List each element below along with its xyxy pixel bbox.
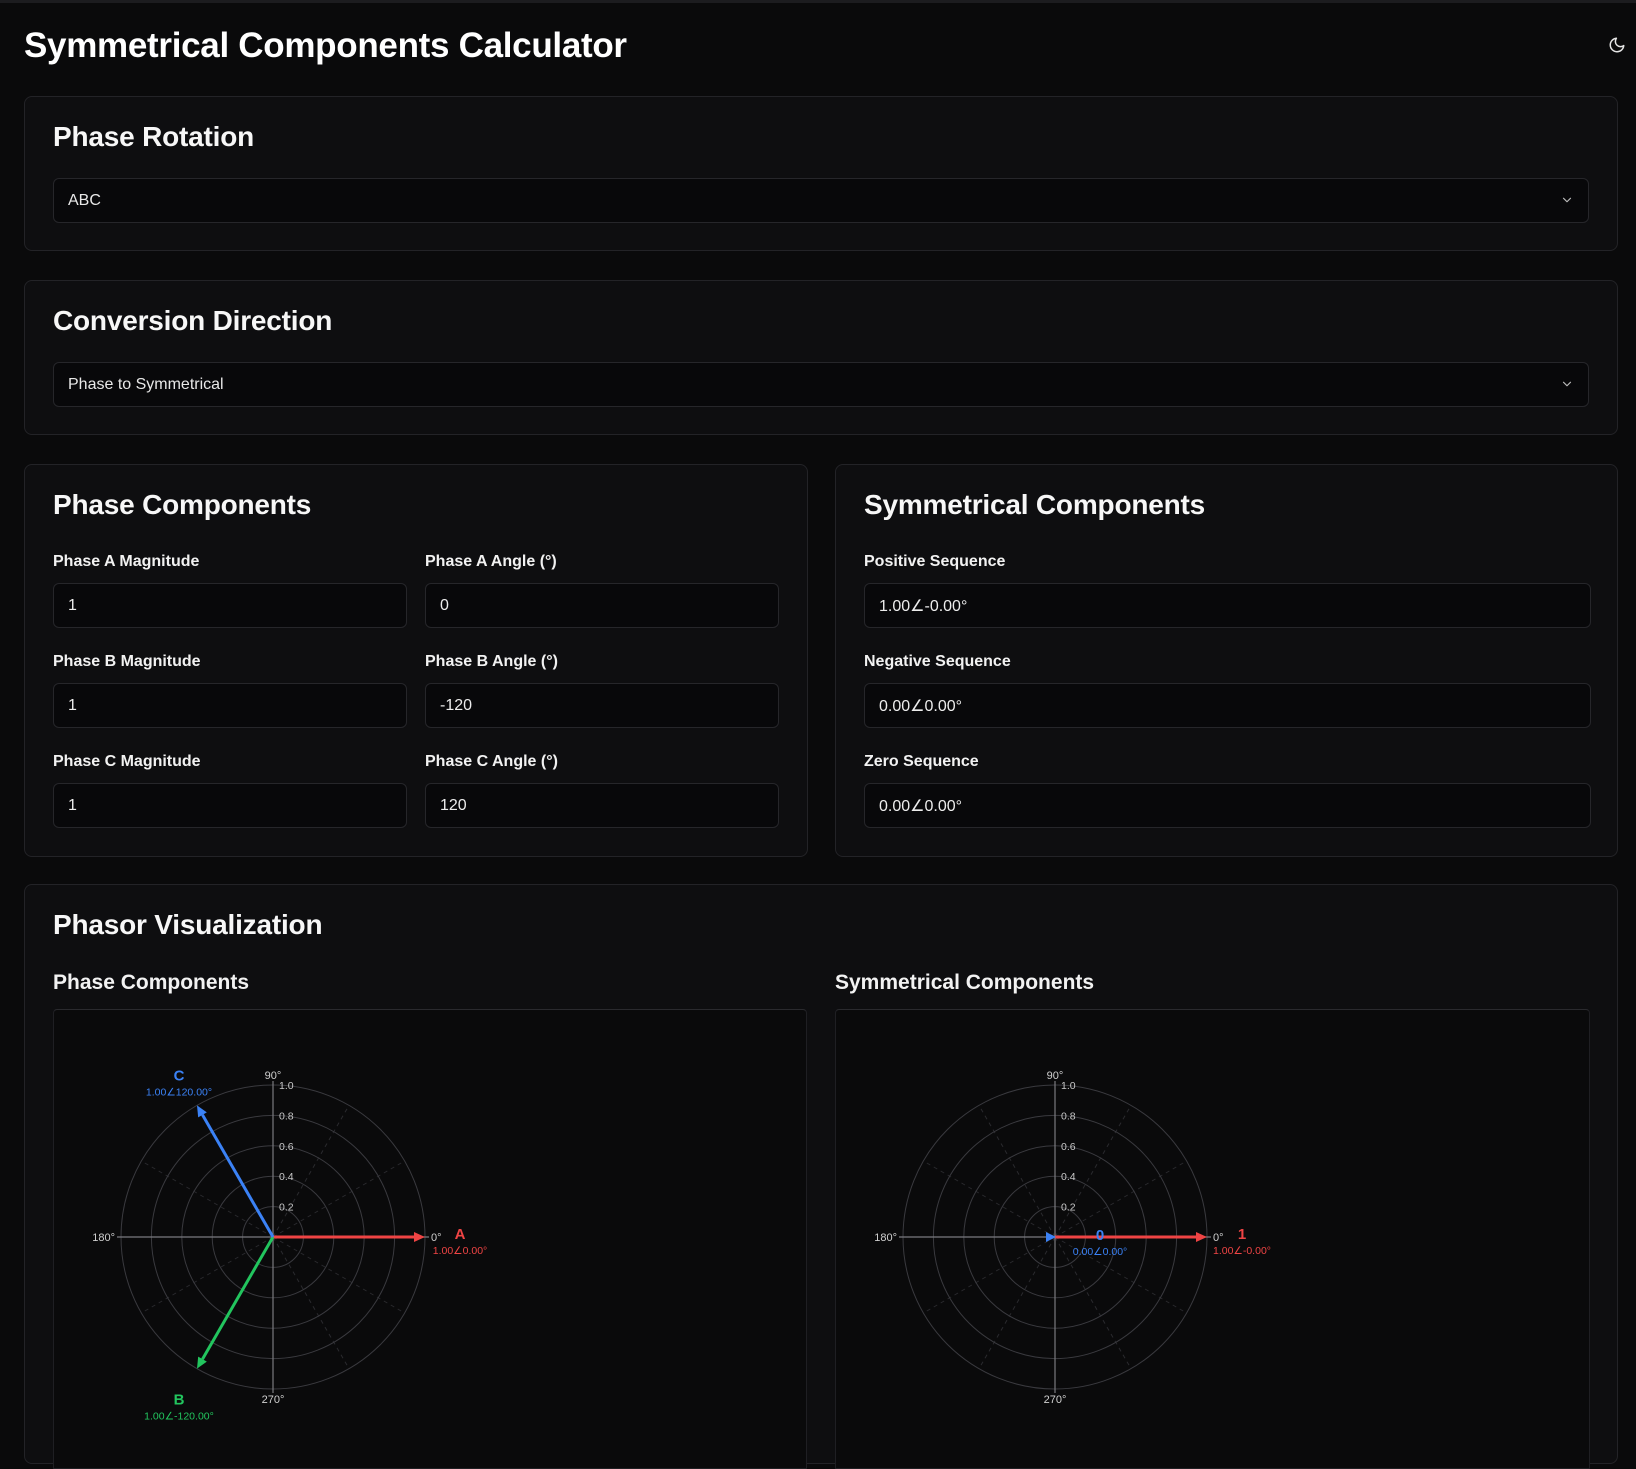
conversion-direction-value: Phase to Symmetrical	[68, 375, 224, 393]
grid-spoke	[272, 1160, 405, 1238]
radial-tick-label: 1.0	[1061, 1080, 1076, 1092]
phase-rotation-select[interactable]: ABC	[53, 178, 1589, 223]
grid-spoke	[1054, 1236, 1132, 1369]
grid-spoke	[1054, 1105, 1132, 1238]
radial-tick-label: 0.6	[1061, 1141, 1076, 1153]
phase-c-angle-input[interactable]: 120	[425, 783, 779, 828]
phasor-arrowhead-A	[414, 1232, 425, 1242]
grid-spoke	[978, 1105, 1056, 1238]
grid-spoke	[272, 1236, 350, 1369]
page-title: Symmetrical Components Calculator	[24, 26, 627, 65]
phasor-value-A: 1.00∠0.00°	[433, 1245, 487, 1257]
symmetrical-components-title: Symmetrical Components	[864, 489, 1206, 520]
phase-rotation-title: Phase Rotation	[53, 121, 255, 152]
chevron-down-icon	[1562, 381, 1572, 387]
radial-tick-label: 0.8	[1061, 1110, 1076, 1122]
phasor-arrowhead-B	[197, 1356, 207, 1369]
phasor-name-A: A	[455, 1226, 466, 1243]
theme-toggle-button[interactable]	[1604, 32, 1630, 58]
phase-c-magnitude-input[interactable]: 1	[53, 783, 407, 828]
phase-a-magnitude-label: Phase A Magnitude	[53, 553, 200, 570]
grid-spoke	[978, 1236, 1056, 1369]
grid-spoke	[272, 1105, 350, 1238]
grid-spoke	[141, 1236, 274, 1314]
angle-label: 90°	[265, 1070, 282, 1082]
chevron-down-icon	[1562, 197, 1572, 203]
phase-c-angle-label: Phase C Angle (°)	[425, 753, 558, 770]
phase-phasor-chart: 0.2 0.4 0.6 0.8 1.0 0° 90° 180° 270° A 1.00∠0.00° B…	[92, 1067, 487, 1423]
top-border	[0, 0, 1636, 3]
phase-c-magnitude-label: Phase C Magnitude	[53, 753, 201, 770]
angle-label: 0°	[1213, 1232, 1224, 1244]
phasor-name-1: 1	[1238, 1226, 1246, 1243]
angle-label: 0°	[431, 1232, 442, 1244]
negative-sequence-output[interactable]: 0.00∠0.00°	[864, 683, 1591, 728]
conversion-direction-select[interactable]: Phase to Symmetrical	[53, 362, 1589, 407]
radial-tick-label: 1.0	[279, 1080, 294, 1092]
positive-sequence-output[interactable]: 1.00∠-0.00°	[864, 583, 1591, 628]
symmetrical-components-card: Symmetrical Components Positive Sequence…	[835, 464, 1618, 857]
phasor-value-C: 1.00∠120.00°	[146, 1086, 212, 1098]
phase-a-magnitude-input[interactable]: 1	[53, 583, 407, 628]
radial-tick-label: 0.8	[279, 1110, 294, 1122]
grid-spoke	[1054, 1236, 1187, 1314]
positive-sequence-label: Positive Sequence	[864, 553, 1006, 570]
phase-phasor-title: Phase Components	[53, 971, 250, 994]
phasor-value-0: 0.00∠0.00°	[1073, 1246, 1127, 1258]
grid-spoke	[272, 1236, 405, 1314]
angle-label: 90°	[1047, 1070, 1064, 1082]
phase-a-angle-input[interactable]: 0	[425, 583, 779, 628]
symmetrical-phasor-plot: 0.2 0.4 0.6 0.8 1.0 0° 90° 180° 270° 1 1.00∠-0.00°…	[835, 1009, 1590, 1469]
phasor-visualization-card: Phasor Visualization Phase Components Sy…	[24, 884, 1618, 1469]
angle-label: 270°	[1044, 1394, 1067, 1406]
phase-rotation-value: ABC	[68, 191, 101, 209]
phase-rotation-card: Phase Rotation ABC	[24, 96, 1618, 251]
phase-b-magnitude-label: Phase B Magnitude	[53, 653, 201, 670]
angle-label: 180°	[92, 1232, 115, 1244]
radial-tick-label: 0.4	[1061, 1171, 1076, 1183]
phase-a-angle-label: Phase A Angle (°)	[425, 553, 557, 570]
phasor-visualization-title: Phasor Visualization	[53, 909, 323, 940]
phasor-value-B: 1.00∠-120.00°	[144, 1411, 214, 1423]
angle-label: 270°	[262, 1394, 285, 1406]
angle-label: 180°	[874, 1232, 897, 1244]
symmetrical-phasor-chart: 0.2 0.4 0.6 0.8 1.0 0° 90° 180° 270° 1 1.00∠-0.00°…	[874, 1070, 1271, 1406]
radial-tick-label: 0.4	[279, 1171, 294, 1183]
phase-b-angle-label: Phase B Angle (°)	[425, 653, 558, 670]
conversion-direction-title: Conversion Direction	[53, 305, 333, 336]
phase-phasor-plot: 0.2 0.4 0.6 0.8 1.0 0° 90° 180° 270° A 1.00∠0.00° B…	[53, 1009, 807, 1469]
phasor-value-1: 1.00∠-0.00°	[1213, 1245, 1271, 1257]
grid-spoke	[141, 1160, 274, 1238]
phasor-name-C: C	[174, 1067, 185, 1084]
symmetrical-phasor-title: Symmetrical Components	[835, 971, 1095, 994]
phasor-line-C	[201, 1114, 275, 1238]
phase-b-angle-input[interactable]: -120	[425, 683, 779, 728]
negative-sequence-label: Negative Sequence	[864, 653, 1011, 670]
phase-b-magnitude-input[interactable]: 1	[53, 683, 407, 728]
phase-components-title: Phase Components	[53, 489, 312, 520]
conversion-direction-card: Conversion Direction Phase to Symmetrica…	[24, 280, 1618, 435]
phasor-line-B	[201, 1236, 275, 1360]
grid-spoke	[1054, 1160, 1187, 1238]
radial-tick-label: 0.2	[1061, 1202, 1076, 1214]
phase-components-card: Phase Components Phase A Magnitude 1 Pha…	[24, 464, 808, 857]
grid-spoke	[923, 1236, 1056, 1314]
zero-sequence-label: Zero Sequence	[864, 753, 979, 770]
phasor-arrowhead-C	[197, 1105, 207, 1118]
phasor-arrowhead-0	[1046, 1232, 1056, 1242]
phasor-name-B: B	[174, 1392, 185, 1409]
radial-tick-label: 0.6	[279, 1141, 294, 1153]
phasor-name-0: 0	[1096, 1227, 1104, 1244]
moon-icon	[1609, 37, 1625, 53]
zero-sequence-output[interactable]: 0.00∠0.00°	[864, 783, 1591, 828]
phasor-arrowhead-1	[1196, 1232, 1207, 1242]
grid-spoke	[923, 1160, 1056, 1238]
radial-tick-label: 0.2	[279, 1202, 294, 1214]
